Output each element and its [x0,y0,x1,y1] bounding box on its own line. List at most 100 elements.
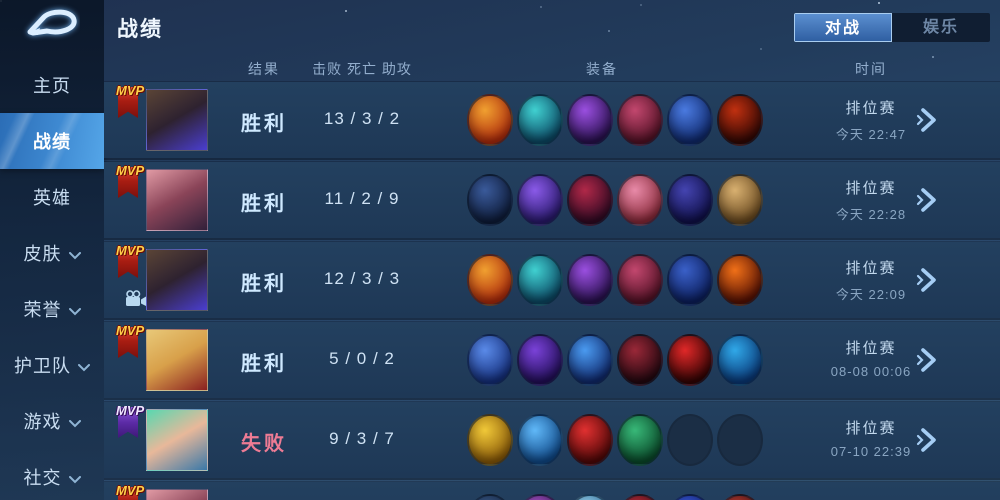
sidebar: 主页 战绩 英雄 皮肤 荣誉 护卫队 游戏 社交 [0,0,104,500]
chevron-down-icon [68,475,81,483]
equip-item-icon [467,254,513,306]
tab-battle[interactable]: 对战 [794,13,892,42]
chevron-right-icon[interactable] [916,107,938,133]
equip-item-icon [467,334,513,386]
tab-group: 对战 娱乐 [794,13,990,42]
equip-item-icon [567,334,613,386]
hero-avatar [146,329,208,391]
equipment-list [467,494,763,500]
sidebar-item-label: 荣誉 [23,300,62,320]
kda-score: 12 / 3 / 3 [323,269,401,288]
sidebar-item-7[interactable]: 社交 [0,449,104,500]
game-mode: 排位赛 [845,260,897,277]
equip-item-icon [567,494,613,500]
equip-item-icon [717,174,763,226]
app-logo-icon [27,9,77,36]
match-timestamp: 今天 22:09 [835,287,907,302]
equip-item-icon [467,494,513,500]
match-timestamp: 今天 22:28 [835,207,907,222]
equipment-list [467,414,763,466]
match-row[interactable]: MVP [104,482,1000,500]
kda-score: 11 / 2 / 9 [324,189,400,208]
sidebar-item-1[interactable]: 战绩 [0,113,104,169]
equip-item-icon [717,254,763,306]
hero-avatar [146,409,208,471]
match-result: 胜利 [241,273,287,295]
mvp-badge: MVP [116,83,160,120]
mvp-ribbon-icon [118,327,138,358]
hero-avatar [146,489,208,500]
sidebar-item-0[interactable]: 主页 [0,57,104,113]
kda-score: 5 / 0 / 2 [329,349,395,368]
equip-item-icon [667,94,713,146]
sidebar-item-2[interactable]: 英雄 [0,169,104,225]
chevron-right-icon[interactable] [916,187,938,213]
page-title: 战绩 [117,18,163,41]
sidebar-item-3[interactable]: 皮肤 [0,225,104,281]
mvp-ribbon-icon [118,87,138,118]
chevron-right-icon[interactable] [916,267,938,293]
hero-avatar [146,169,208,231]
equip-item-icon [517,334,563,386]
time-block: 排位赛 今天 22:28 [801,177,941,223]
sidebar-items: 主页 战绩 英雄 皮肤 荣誉 护卫队 游戏 社交 [0,57,104,500]
kda-score: 9 / 3 / 7 [329,429,395,448]
mvp-badge: MVP [116,243,160,280]
equip-item-icon [567,414,613,466]
match-row[interactable]: MVP 胜利 13 / 3 / 2 排位赛 今天 22:47 [104,82,1000,158]
mvp-label: MVP [116,403,145,418]
sidebar-item-label: 游戏 [23,412,62,432]
sidebar-item-5[interactable]: 护卫队 [0,337,104,393]
tab-entertainment[interactable]: 娱乐 [892,13,990,42]
equip-item-icon [567,94,613,146]
equip-item-icon [517,94,563,146]
column-header-time: 时间 [855,61,887,77]
chevron-right-icon[interactable] [916,427,938,453]
match-timestamp: 07-10 22:39 [830,444,912,459]
mvp-ribbon-icon [118,487,138,500]
replay-camera-icon[interactable] [124,290,148,307]
sidebar-item-label: 皮肤 [23,244,62,264]
equip-item-icon [567,254,613,306]
equip-item-icon [717,94,763,146]
sidebar-item-label: 护卫队 [14,356,71,376]
equip-item-icon [617,414,663,466]
mvp-label: MVP [116,243,145,258]
equip-item-icon [517,414,563,466]
equipment-list [467,254,763,306]
sidebar-item-label: 战绩 [33,132,71,152]
time-block: 排位赛 08-08 00:06 [801,337,941,379]
equipment-list [467,334,763,386]
sidebar-item-6[interactable]: 游戏 [0,393,104,449]
game-mode: 排位赛 [845,100,897,117]
match-row[interactable]: MVP 失败 9 / 3 / 7 排位赛 07-10 22:39 [104,402,1000,478]
match-timestamp: 今天 22:47 [835,127,907,142]
mvp-label: MVP [116,483,145,498]
mvp-label: MVP [116,163,145,178]
mvp-ribbon-icon [118,247,138,278]
equip-item-icon [467,94,513,146]
game-mode: 排位赛 [845,180,897,197]
chevron-right-icon[interactable] [916,347,938,373]
game-mode: 排位赛 [845,340,897,357]
mvp-badge: MVP [116,163,160,200]
table-header: 结果 击败 死亡 助攻 装备 时间 [0,59,1000,79]
match-list: MVP 胜利 13 / 3 / 2 排位赛 今天 22:47 MVP [104,82,1000,500]
mvp-badge: MVP [116,403,160,440]
mvp-label: MVP [116,83,145,98]
match-row[interactable]: MVP 胜利 11 / 2 / 9 排位赛 今天 22:28 [104,162,1000,238]
match-row[interactable]: MVP 胜利 12 / 3 / 3 排位赛 今天 22:09 [104,242,1000,318]
hero-avatar [146,89,208,151]
equip-item-icon [717,494,763,500]
column-header-result: 结果 [248,61,280,77]
sidebar-item-label: 社交 [23,468,62,488]
match-result: 胜利 [241,353,287,375]
equip-item-icon [667,254,713,306]
match-row[interactable]: MVP 胜利 5 / 0 / 2 排位赛 08-08 00:06 [104,322,1000,398]
sidebar-item-label: 英雄 [33,188,71,208]
column-header-equipment: 装备 [586,61,618,77]
equip-empty-slot [667,414,713,466]
match-timestamp: 08-08 00:06 [830,364,912,379]
sidebar-item-4[interactable]: 荣誉 [0,281,104,337]
equip-item-icon [617,494,663,500]
